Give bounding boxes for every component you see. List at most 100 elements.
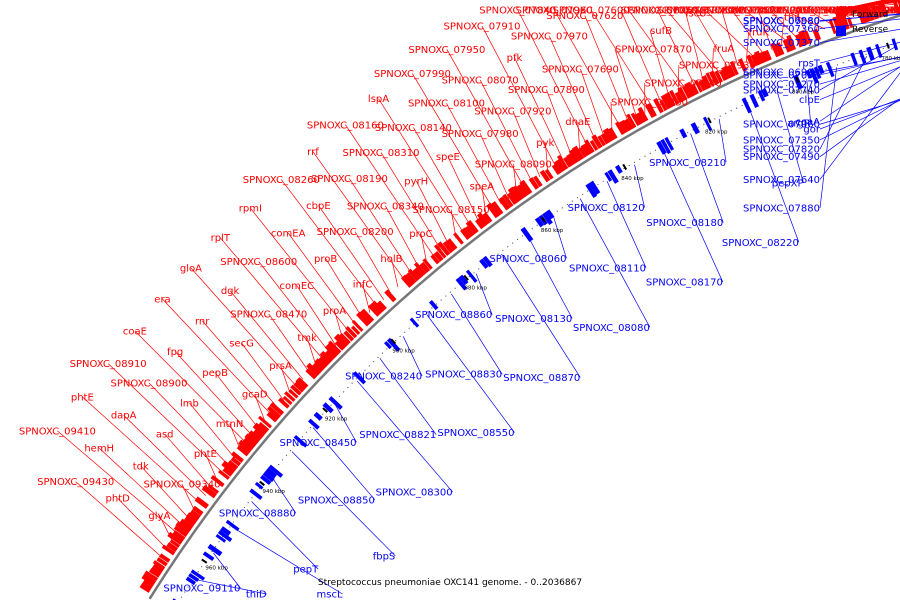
forward-feature-label[interactable]: metK: [838, 6, 865, 17]
forward-feature-label[interactable]: deoA: [838, 6, 864, 17]
forward-feature-label[interactable]: SPNOXC_07070: [838, 6, 900, 17]
forward-feature-label[interactable]: SPNOXC_06820: [838, 6, 900, 17]
forward-feature-label[interactable]: sufB: [650, 26, 672, 37]
forward-feature-label[interactable]: gloA: [180, 264, 202, 275]
forward-feature-label[interactable]: deoC: [838, 6, 864, 17]
reverse-feature-label[interactable]: SPNOXC_07490: [743, 152, 820, 163]
forward-feature-label[interactable]: proC: [409, 229, 432, 240]
forward-feature-label[interactable]: SPNOXC_09340: [143, 480, 220, 491]
forward-feature-label[interactable]: SPNOXC_07010: [838, 6, 900, 17]
forward-feature-label[interactable]: gcaD: [242, 390, 268, 401]
forward-feature-label[interactable]: sufC: [795, 6, 817, 17]
forward-feature-label[interactable]: SPNOXC_06880: [838, 6, 900, 17]
forward-feature-label[interactable]: dgk: [221, 286, 240, 297]
forward-feature-label[interactable]: SPNOXC_08910: [70, 359, 147, 370]
forward-feature-label[interactable]: SPNOXC_07690: [542, 64, 619, 75]
forward-feature-label[interactable]: sodA: [838, 6, 863, 17]
forward-feature-label[interactable]: rpsP: [838, 6, 860, 17]
forward-feature-label[interactable]: SPNOXC_08100: [408, 99, 485, 110]
reverse-feature-label[interactable]: thiD: [246, 590, 267, 600]
reverse-feature-label[interactable]: SPNOXC_07640: [743, 175, 820, 186]
reverse-feature-label[interactable]: SPNOXC_07090: [743, 70, 820, 81]
forward-feature-label[interactable]: phtE: [194, 449, 217, 460]
forward-feature-label[interactable]: rpiA: [838, 6, 858, 17]
forward-feature-label[interactable]: SPNOXC_07940: [645, 79, 722, 90]
forward-feature-label[interactable]: coaE: [123, 326, 147, 337]
reverse-feature-label[interactable]: SPNOXC_06980: [743, 16, 820, 27]
forward-feature-label[interactable]: rpmI: [239, 204, 262, 215]
reverse-feature-label[interactable]: SPNOXC_08170: [646, 278, 723, 289]
forward-feature-label[interactable]: hemH: [84, 444, 114, 455]
forward-feature-label[interactable]: SPNOXC_08070: [442, 75, 519, 86]
forward-feature-label[interactable]: pfk: [507, 53, 523, 64]
forward-feature-label[interactable]: SPNOXC_07220: [838, 6, 900, 17]
forward-feature-label[interactable]: asd: [156, 430, 174, 441]
reverse-feature-label[interactable]: SPNOXC_08830: [425, 370, 502, 381]
forward-feature-label[interactable]: fruK: [749, 28, 770, 39]
forward-feature-label[interactable]: SPNOXC_07160: [838, 6, 900, 17]
forward-feature-label[interactable]: SPNOXC_08190: [311, 174, 388, 185]
reverse-feature-label[interactable]: mscL: [317, 590, 343, 600]
forward-feature-label[interactable]: SPNOXC_07720: [694, 6, 771, 17]
forward-feature-label[interactable]: SPNOXC_09410: [19, 426, 96, 437]
reverse-feature-label[interactable]: SPNOXC_08550: [437, 428, 514, 439]
reverse-feature-label[interactable]: SPNOXC_07820: [743, 145, 820, 156]
reverse-feature-label[interactable]: SPNOXC_07270: [743, 80, 820, 91]
forward-feature-label[interactable]: SPNOXC_07250: [838, 6, 900, 17]
forward-feature-label[interactable]: speA: [470, 182, 495, 193]
forward-feature-label[interactable]: pmi: [838, 6, 857, 17]
reverse-feature-label[interactable]: SPNOXC_08880: [219, 509, 296, 520]
forward-feature-label[interactable]: thiI: [784, 13, 800, 24]
forward-feature-label[interactable]: tdk: [133, 461, 149, 472]
forward-feature-label[interactable]: SPNOXC_07750: [621, 6, 698, 17]
forward-feature-label[interactable]: SPNOXC_07380: [838, 6, 900, 17]
forward-feature-label[interactable]: fruA: [713, 44, 734, 55]
reverse-feature-label[interactable]: fbpS: [373, 551, 396, 562]
forward-feature-label[interactable]: prsA: [269, 361, 292, 372]
forward-feature-label[interactable]: SPNOXC_07670: [808, 6, 885, 17]
forward-feature-label[interactable]: rplT: [211, 233, 231, 244]
forward-feature-label[interactable]: SPNOXC_07920: [474, 106, 551, 117]
forward-feature-label[interactable]: SPNOXC_07930: [679, 61, 756, 72]
forward-feature-label[interactable]: SPNOXC_07300: [838, 6, 900, 17]
forward-feature-label[interactable]: comEA: [271, 229, 306, 240]
reverse-feature-label[interactable]: gor: [803, 124, 820, 135]
forward-feature-label[interactable]: SPNOXC_07730: [657, 6, 734, 17]
forward-feature-label[interactable]: gyrB: [838, 6, 861, 17]
forward-feature-label[interactable]: proB: [314, 254, 337, 265]
forward-feature-label[interactable]: rrf: [307, 147, 319, 158]
forward-feature-label[interactable]: glnQ3: [838, 6, 868, 17]
reverse-feature-label[interactable]: SPNOXC_08120: [568, 203, 645, 214]
forward-feature-label[interactable]: SPNOXC_07110: [838, 6, 900, 17]
forward-feature-label[interactable]: SPNOXC_07890: [508, 85, 585, 96]
forward-feature-label[interactable]: SPNOXC_07990: [374, 69, 451, 80]
forward-feature-label[interactable]: SPNOXC_07170: [838, 6, 900, 17]
forward-feature-label[interactable]: SPNOXC_08340: [347, 201, 424, 212]
forward-feature-label[interactable]: infC: [353, 279, 373, 290]
forward-feature-label[interactable]: SPNOXC_07470: [838, 6, 900, 17]
reverse-feature-label[interactable]: SPNOXC_07880: [743, 204, 820, 215]
forward-feature-label[interactable]: deoB: [838, 6, 864, 17]
forward-feature-label[interactable]: punA: [838, 6, 864, 17]
forward-feature-label[interactable]: folD: [838, 6, 858, 17]
forward-feature-label[interactable]: trmD: [838, 6, 864, 17]
forward-feature-label[interactable]: metG: [838, 6, 866, 17]
reverse-feature-label[interactable]: SPNOXC_07370: [743, 38, 820, 49]
forward-feature-label[interactable]: SPNOXC_08150: [413, 205, 490, 216]
forward-feature-label[interactable]: tmk: [297, 333, 317, 344]
forward-feature-label[interactable]: SPNOXC_07310: [838, 6, 900, 17]
forward-feature-label[interactable]: rnr: [195, 316, 210, 327]
forward-feature-label[interactable]: SPNOXC_08260: [243, 175, 320, 186]
forward-feature-label[interactable]: pyrH: [404, 176, 428, 187]
forward-feature-label[interactable]: prfB: [838, 6, 859, 17]
forward-feature-label[interactable]: lmb: [180, 398, 199, 409]
forward-feature-label[interactable]: SPNOXC_06740: [838, 6, 900, 17]
forward-feature-label[interactable]: pcp: [838, 6, 856, 17]
forward-feature-label[interactable]: SPNOXC_07280: [838, 6, 900, 17]
forward-feature-label[interactable]: SPNOXC_07450: [838, 6, 900, 17]
forward-feature-label[interactable]: iscU: [686, 8, 707, 19]
forward-feature-label[interactable]: SPNOXC_08900: [110, 379, 187, 390]
reverse-feature-label[interactable]: SPNOXC_07080: [743, 17, 820, 28]
reverse-feature-label[interactable]: SPNOXC_08860: [415, 310, 492, 321]
forward-feature-label[interactable]: SPNOXC_08310: [343, 148, 420, 159]
